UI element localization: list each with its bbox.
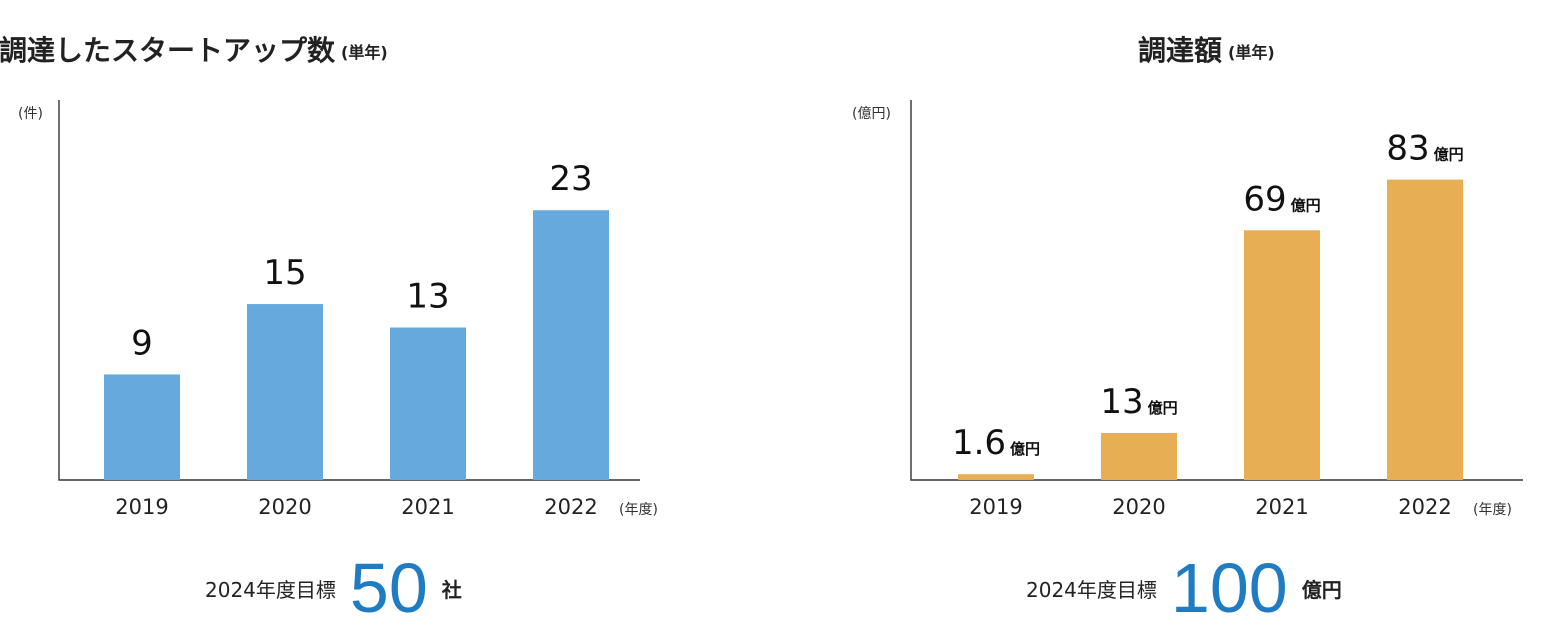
funding-amount-chart: 調達額 (単年) (億円) (年度) 1.6 億円 2019 13 億円 2020 69 億円… <box>852 34 1523 519</box>
chart-subtitle: (単年) <box>1228 43 1275 62</box>
target-label: 2024年度目標 <box>205 577 336 602</box>
data-label-2021: 13 <box>406 277 449 317</box>
x-tick-2020: 2020 <box>258 495 311 519</box>
bar-2019 <box>104 374 180 480</box>
y-axis-unit-label: (件) <box>18 106 43 122</box>
target-value: 50 <box>349 549 428 627</box>
bar-2022 <box>1387 179 1463 480</box>
startup-count-target: 2024年度目標 50 社 <box>205 548 462 628</box>
target-label: 2024年度目標 <box>1026 577 1157 602</box>
data-label-2020: 13 億円 <box>1100 382 1177 422</box>
funding-amount-target: 2024年度目標 100 億円 <box>1026 548 1342 628</box>
target-unit: 社 <box>441 577 462 602</box>
target-value: 100 <box>1170 549 1288 627</box>
data-label-2022: 83 億円 <box>1386 129 1463 169</box>
data-label-2022: 23 <box>549 159 592 199</box>
x-axis-unit-label: (年度) <box>1473 502 1512 518</box>
funding-amount-chart-panel: 調達額 (単年) (億円) (年度) 1.6 億円 2019 13 億円 2020 69 億円… <box>783 0 1567 644</box>
chart-title: 調達額 <box>1138 34 1222 67</box>
x-tick-2021: 2021 <box>1255 495 1308 519</box>
bar-2021 <box>390 327 466 480</box>
bar-2020 <box>247 304 323 480</box>
bar-2020 <box>1101 432 1177 480</box>
target-unit: 億円 <box>1301 577 1342 602</box>
chart-title: 資金調達したスタートアップ数 <box>0 34 336 67</box>
data-label-2020: 15 <box>263 253 306 293</box>
x-tick-2020: 2020 <box>1112 495 1165 519</box>
x-tick-2022: 2022 <box>544 495 597 519</box>
data-label-2019: 1.6 億円 <box>952 423 1040 463</box>
startup-count-chart-panel: 資金調達したスタートアップ数 (単年) (件) (年度) 9 2019 15 2020… <box>0 0 783 644</box>
data-label-2019: 9 <box>131 323 153 363</box>
x-tick-2021: 2021 <box>401 495 454 519</box>
x-tick-2019: 2019 <box>115 495 168 519</box>
x-tick-2019: 2019 <box>969 495 1022 519</box>
x-axis-unit-label: (年度) <box>619 502 658 518</box>
chart-subtitle: (単年) <box>341 43 388 62</box>
x-tick-2022: 2022 <box>1398 495 1451 519</box>
y-axis-unit-label: (億円) <box>852 106 891 122</box>
bar-2019 <box>958 474 1034 480</box>
startup-count-chart: 資金調達したスタートアップ数 (単年) (件) (年度) 9 2019 15 2020… <box>0 34 658 519</box>
data-label-2021: 69 億円 <box>1243 179 1320 219</box>
bar-2021 <box>1244 230 1320 480</box>
bar-2022 <box>533 210 609 480</box>
